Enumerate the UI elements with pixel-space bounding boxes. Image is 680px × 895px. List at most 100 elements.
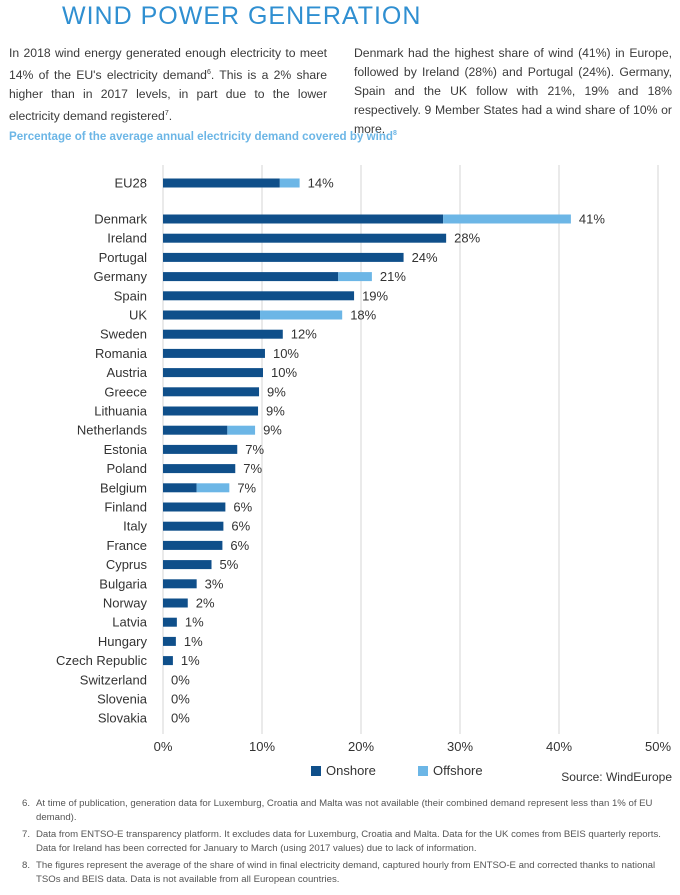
x-tick-label: 40% <box>546 739 572 754</box>
footnote-number: 6. <box>22 798 31 809</box>
onshore-bar <box>163 310 261 320</box>
onshore-bar <box>163 483 197 493</box>
onshore-bar <box>163 252 404 262</box>
value-label: 9% <box>263 423 282 438</box>
legend-swatch-offshore <box>418 766 428 776</box>
category-label: Hungary <box>98 634 148 649</box>
category-label: France <box>107 538 147 553</box>
category-label: Poland <box>107 461 147 476</box>
category-label: Portugal <box>99 250 148 265</box>
value-label: 1% <box>181 653 200 668</box>
value-label: 28% <box>454 231 480 246</box>
category-label: Cyprus <box>106 557 148 572</box>
intro-text-2: . This is a 2% share higher than in 2017… <box>9 68 327 124</box>
value-label: 0% <box>171 692 190 707</box>
legend-swatch-onshore <box>311 766 321 776</box>
onshore-bar <box>163 348 265 358</box>
intro-text-3: . <box>168 109 173 124</box>
onshore-bar <box>163 291 355 301</box>
category-label: Sweden <box>100 327 147 342</box>
value-label: 7% <box>243 461 262 476</box>
footnote-8: 8. The figures represent the average of t… <box>22 859 670 886</box>
category-label: UK <box>129 308 147 323</box>
category-label: Romania <box>95 346 148 361</box>
onshore-bar <box>163 233 447 243</box>
category-label: Greece <box>104 384 147 399</box>
category-label: EU28 <box>114 176 147 191</box>
onshore-bar <box>163 656 173 666</box>
category-label: Germany <box>94 269 148 284</box>
onshore-bar <box>163 425 228 435</box>
category-label: Czech Republic <box>56 653 148 668</box>
category-label: Bulgaria <box>99 576 147 591</box>
onshore-bar <box>163 178 280 188</box>
footnote-7: 7. Data from ENTSO-E transparency platfor… <box>22 828 670 855</box>
value-label: 24% <box>412 250 438 265</box>
category-label: Ireland <box>107 231 147 246</box>
onshore-bar <box>163 368 263 378</box>
value-label: 5% <box>220 557 239 572</box>
footnote-6: 6. At time of publication, generation dat… <box>22 797 670 824</box>
onshore-bar <box>163 329 283 339</box>
value-label: 7% <box>245 442 264 457</box>
footnote-ref-6: 6 <box>206 69 211 76</box>
legend-label-offshore: Offshore <box>433 763 483 778</box>
onshore-bar <box>163 502 226 512</box>
value-label: 10% <box>273 346 299 361</box>
intro-paragraph-right: Denmark had the highest share of wind (4… <box>354 46 672 136</box>
wind-share-bar-chart: 0% 10% 20% 30% 40% 50% EU28 14% Denmark 41% Irela… <box>56 165 672 784</box>
x-tick-label: 0% <box>154 739 173 754</box>
offshore-bar <box>196 483 230 493</box>
footnote-number: 8. <box>22 860 31 871</box>
offshore-bar <box>260 310 343 320</box>
intro-paragraph-left: In 2018 wind energy generated enough ele… <box>9 44 327 126</box>
onshore-bar <box>163 560 212 570</box>
value-label: 2% <box>196 596 215 611</box>
chart-subtitle: Percentage of the average annual electri… <box>9 130 397 143</box>
onshore-bar <box>163 521 224 531</box>
footnotes: 6. At time of publication, generation dat… <box>22 797 670 890</box>
x-tick-label: 20% <box>348 739 374 754</box>
category-label: Belgium <box>100 480 147 495</box>
footnote-text: The figures represent the average of the… <box>36 860 656 885</box>
category-label: Denmark <box>94 212 147 227</box>
value-label: 18% <box>350 308 376 323</box>
value-label: 6% <box>231 519 250 534</box>
value-label: 1% <box>184 634 203 649</box>
offshore-bar <box>443 214 571 224</box>
category-label: Norway <box>103 596 148 611</box>
intro-text-1: In 2018 wind energy generated enough ele… <box>9 46 327 83</box>
value-label: 41% <box>579 212 605 227</box>
onshore-bar <box>163 214 444 224</box>
onshore-bar <box>163 540 223 550</box>
onshore-bar <box>163 636 176 646</box>
x-tick-label: 50% <box>645 739 671 754</box>
value-label: 1% <box>185 615 204 630</box>
value-label: 9% <box>266 404 285 419</box>
legend-label-onshore: Onshore <box>326 763 376 778</box>
offshore-bar <box>227 425 256 435</box>
page-title: WIND POWER GENERATION <box>62 2 422 30</box>
x-tick-label: 10% <box>249 739 275 754</box>
onshore-bar <box>163 272 339 282</box>
category-label: Estonia <box>104 442 148 457</box>
category-label: Latvia <box>112 615 147 630</box>
value-label: 3% <box>205 576 224 591</box>
value-label: 6% <box>233 500 252 515</box>
footnote-text: Data from ENTSO-E transparency platform.… <box>36 829 661 854</box>
onshore-bar <box>163 617 177 627</box>
category-label: Slovakia <box>98 711 148 726</box>
category-label: Finland <box>104 500 147 515</box>
category-label: Switzerland <box>80 672 147 687</box>
offshore-bar <box>279 178 300 188</box>
onshore-bar <box>163 464 236 474</box>
value-label: 9% <box>267 384 286 399</box>
footnote-number: 7. <box>22 829 31 840</box>
category-label: Netherlands <box>77 423 148 438</box>
value-label: 14% <box>308 176 334 191</box>
x-tick-label: 30% <box>447 739 473 754</box>
footnote-text: At time of publication, generation data … <box>36 798 653 823</box>
offshore-bar <box>338 272 372 282</box>
onshore-bar <box>163 406 259 416</box>
source-label: Source: WindEurope <box>561 770 672 784</box>
